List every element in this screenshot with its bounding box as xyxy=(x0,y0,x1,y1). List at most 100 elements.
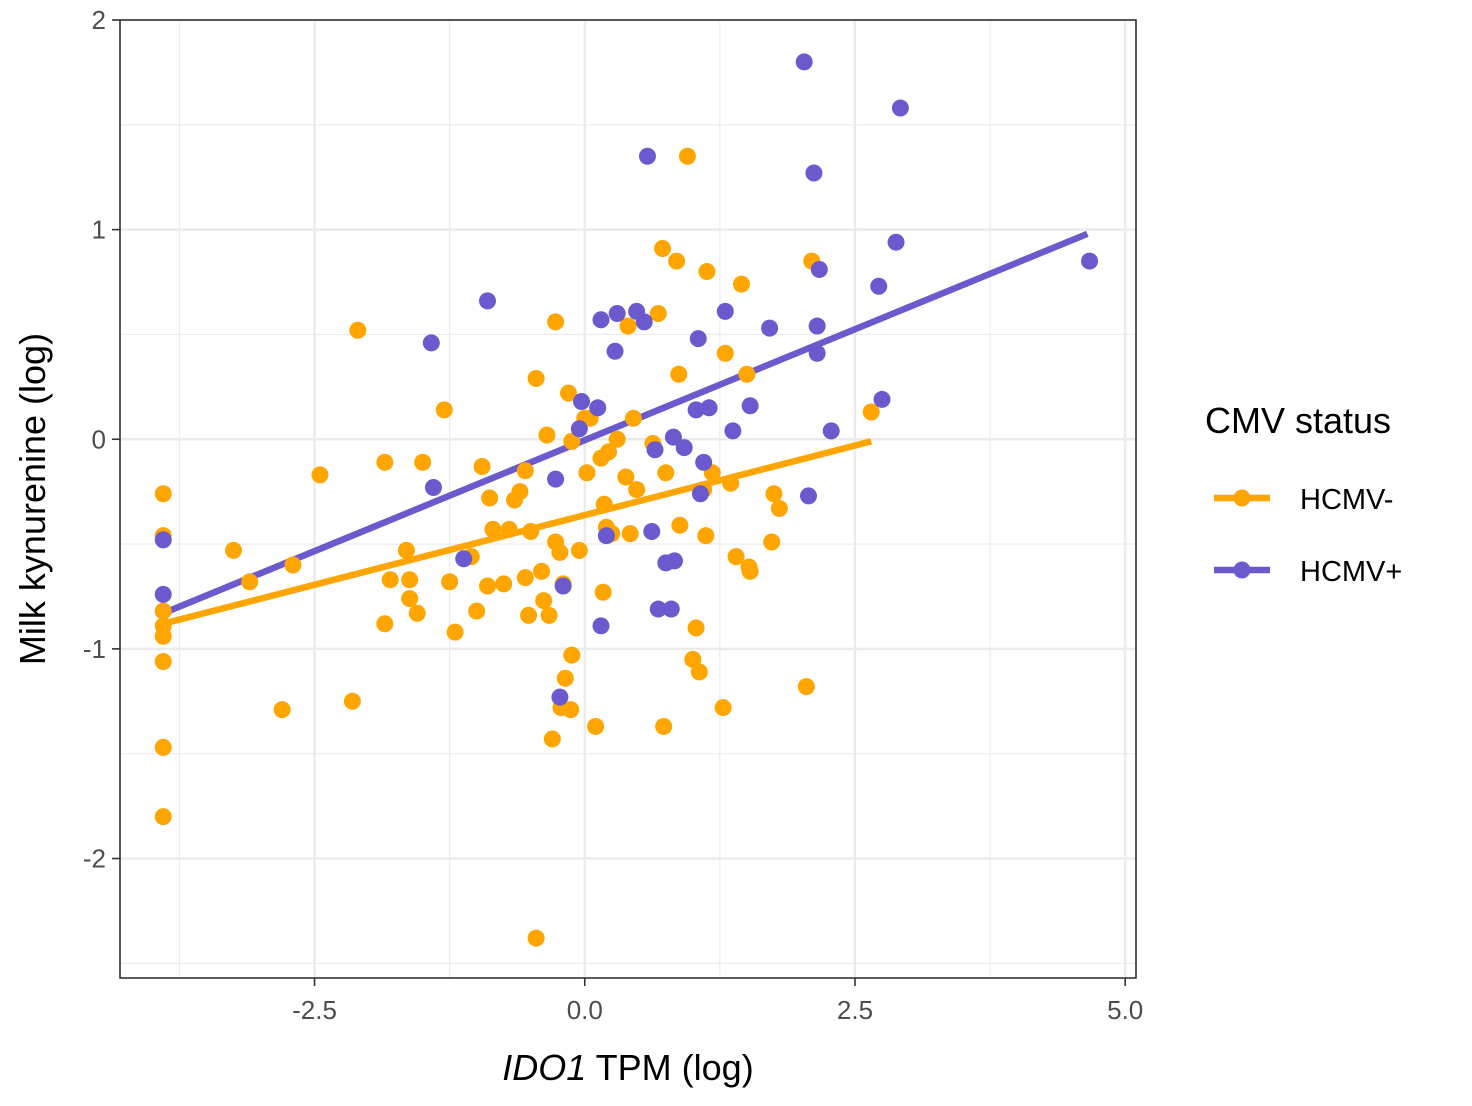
data-point xyxy=(154,602,172,620)
data-point xyxy=(376,615,394,633)
data-point xyxy=(401,590,419,608)
data-point xyxy=(691,485,709,503)
data-point xyxy=(822,422,840,440)
data-point xyxy=(381,571,399,589)
y-tick-label: -2 xyxy=(83,844,106,874)
data-point xyxy=(547,470,565,488)
data-point xyxy=(643,522,661,540)
data-point xyxy=(670,365,688,383)
data-point xyxy=(241,573,259,591)
data-point xyxy=(589,399,607,417)
data-point xyxy=(376,453,394,471)
data-point xyxy=(724,422,742,440)
data-point xyxy=(595,495,613,513)
data-point xyxy=(154,585,172,603)
x-axis-title: IDO1 TPM (log) xyxy=(502,1047,753,1088)
data-point xyxy=(870,277,888,295)
data-point xyxy=(678,147,696,165)
legend-label: HCMV- xyxy=(1300,484,1393,516)
data-point xyxy=(887,233,905,251)
x-tick-label: 5.0 xyxy=(1107,995,1143,1025)
legend-key-point xyxy=(1233,561,1251,579)
data-point xyxy=(635,313,653,331)
data-point xyxy=(446,623,464,641)
data-point xyxy=(628,481,646,499)
y-tick-label: 1 xyxy=(92,215,106,245)
data-point xyxy=(608,304,626,322)
data-point xyxy=(741,562,759,580)
data-point xyxy=(349,321,367,339)
data-point xyxy=(716,302,734,320)
data-point xyxy=(478,292,496,310)
data-point xyxy=(765,485,783,503)
data-point xyxy=(414,453,432,471)
data-point xyxy=(535,592,553,610)
data-point xyxy=(441,573,459,591)
data-point xyxy=(606,342,624,360)
data-point xyxy=(671,516,689,534)
data-point xyxy=(543,730,561,748)
data-point xyxy=(727,548,745,566)
x-tick-label: 2.5 xyxy=(837,995,873,1025)
data-point xyxy=(608,430,626,448)
data-point xyxy=(770,499,788,517)
data-point xyxy=(540,606,558,624)
data-point xyxy=(646,441,664,459)
data-point xyxy=(795,53,813,71)
data-point xyxy=(654,239,672,257)
data-point xyxy=(697,527,715,545)
data-point xyxy=(800,487,818,505)
data-point xyxy=(343,692,361,710)
data-point xyxy=(495,575,513,593)
fit-line xyxy=(162,438,873,627)
data-point xyxy=(554,577,572,595)
data-point xyxy=(689,330,707,348)
data-point xyxy=(761,319,779,337)
legend-items: HCMV- HCMV+ xyxy=(1214,484,1402,588)
data-point xyxy=(592,617,610,635)
data-point xyxy=(741,397,759,415)
data-point xyxy=(455,550,473,568)
data-point xyxy=(154,652,172,670)
data-point xyxy=(551,543,569,561)
data-point xyxy=(224,541,242,559)
data-point xyxy=(562,701,580,719)
data-point xyxy=(810,260,828,278)
data-point xyxy=(424,478,442,496)
legend: CMV status HCMV- HCMV+ xyxy=(1205,400,1402,588)
data-point xyxy=(397,541,415,559)
legend-item: HCMV- xyxy=(1214,484,1393,516)
data-point xyxy=(551,688,569,706)
data-point xyxy=(684,650,702,668)
data-point xyxy=(700,399,718,417)
data-point xyxy=(500,520,518,538)
regression-lines xyxy=(161,230,1089,627)
data-point xyxy=(481,489,499,507)
data-point xyxy=(1081,252,1099,270)
data-point xyxy=(311,466,329,484)
data-point xyxy=(617,468,635,486)
data-point xyxy=(511,483,529,501)
data-points xyxy=(154,53,1099,947)
data-point xyxy=(624,409,642,427)
data-point xyxy=(592,311,610,329)
legend-label: HCMV+ xyxy=(1300,556,1402,588)
minor-gridlines xyxy=(120,20,1136,978)
panel-background xyxy=(120,20,1136,978)
data-point xyxy=(484,520,502,538)
data-point xyxy=(690,663,708,681)
data-point xyxy=(763,533,781,551)
data-point xyxy=(657,464,675,482)
data-point xyxy=(732,275,750,293)
panel-border xyxy=(119,19,1137,979)
data-point xyxy=(154,627,172,645)
legend-title: CMV status xyxy=(1205,400,1391,441)
y-axis: -2 -1 0 1 2 xyxy=(83,5,120,874)
data-point xyxy=(714,699,732,717)
data-point xyxy=(533,562,551,580)
data-point xyxy=(547,313,565,331)
data-point xyxy=(573,393,591,411)
data-point xyxy=(284,556,302,574)
data-point xyxy=(738,365,756,383)
